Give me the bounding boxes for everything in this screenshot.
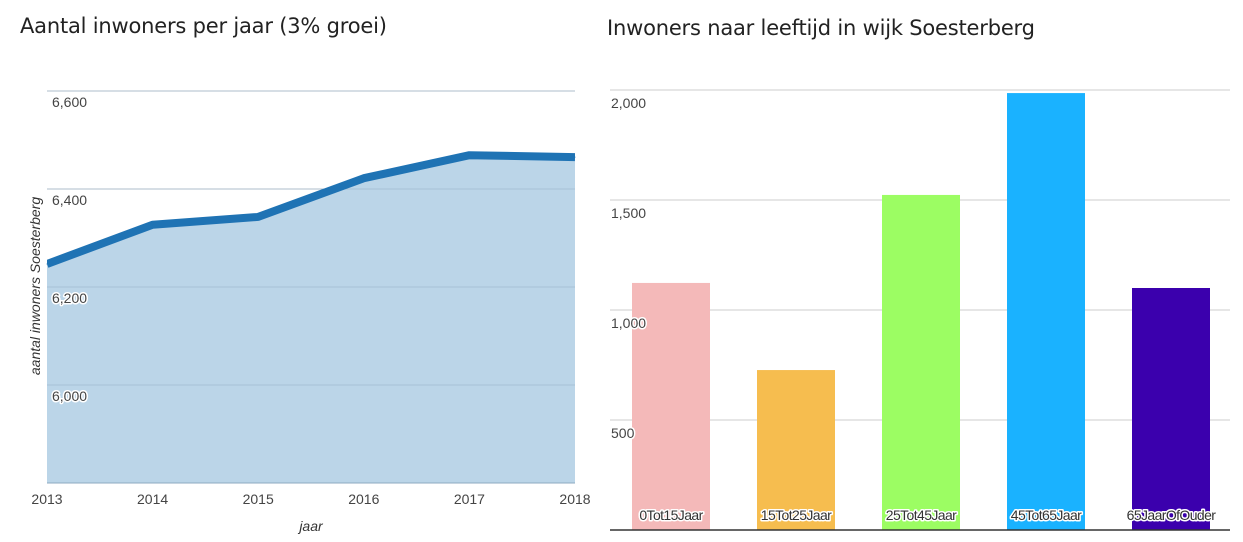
- right-category-label: 25Tot45Jaar: [886, 507, 957, 523]
- right-y-tick-label: 1,000: [611, 315, 646, 331]
- left-x-tick-label: 2017: [454, 491, 485, 507]
- bars: [632, 93, 1210, 530]
- area-data-point: [152, 224, 154, 226]
- left-y-tick-label: 6,000: [52, 388, 87, 404]
- left-chart-title: Aantal inwoners per jaar (3% groei): [20, 14, 387, 38]
- area-data-point: [574, 156, 576, 158]
- left-y-axis-title: aantal inwoners Soesterberg: [27, 197, 43, 375]
- right-y-tick-labels: 500 1,000 1,500 2,000: [610, 94, 648, 443]
- left-y-tick-label: 6,400: [52, 192, 87, 208]
- left-y-tick-labels: 6,000 6,200 6,400 6,600: [51, 93, 89, 406]
- bar: [757, 370, 835, 530]
- bar: [632, 282, 710, 530]
- left-x-tick-label: 2014: [137, 491, 168, 507]
- right-category-labels: 0Tot15Jaar 15Tot25Jaar 25Tot45Jaar 45Tot65J…: [638, 506, 1219, 525]
- area-data-point: [363, 177, 365, 179]
- right-category-label: 15Tot25Jaar: [761, 507, 832, 523]
- left-x-axis-title: jaar: [297, 518, 324, 534]
- bar-chart: 500 1,000 1,500 2,000 0Tot15Jaar 15Tot25Jaar…: [610, 89, 1230, 531]
- left-x-tick-label: 2013: [31, 491, 62, 507]
- area-data-point: [46, 263, 48, 265]
- right-category-label: 45Tot65Jaar: [1011, 507, 1082, 523]
- left-y-tick-label: 6,200: [52, 290, 87, 306]
- right-category-label: 0Tot15Jaar: [639, 507, 703, 523]
- area-series-line: [47, 151, 575, 268]
- area-data-point: [468, 154, 470, 156]
- right-category-label: 65JaarOfOuder: [1127, 507, 1217, 523]
- left-x-tick-label: 2018: [559, 491, 590, 507]
- left-y-tick-label: 6,600: [52, 94, 87, 110]
- right-y-tick-label: 2,000: [611, 95, 646, 111]
- area-data-point: [257, 216, 259, 218]
- bar: [1007, 93, 1085, 530]
- right-y-tick-label: 500: [611, 425, 635, 441]
- bar: [882, 194, 960, 530]
- bar: [1132, 288, 1210, 530]
- left-x-tick-label: 2015: [243, 491, 274, 507]
- right-chart-title: Inwoners naar leeftijd in wijk Soesterbe…: [607, 16, 1035, 40]
- left-gridlines-overlay: [47, 90, 575, 386]
- area-fill: [47, 155, 575, 483]
- left-x-tick-label: 2016: [348, 491, 379, 507]
- right-y-tick-label: 1,500: [611, 205, 646, 221]
- left-x-tick-labels: 2013 2014 2015 2016 2017 2018: [31, 491, 590, 507]
